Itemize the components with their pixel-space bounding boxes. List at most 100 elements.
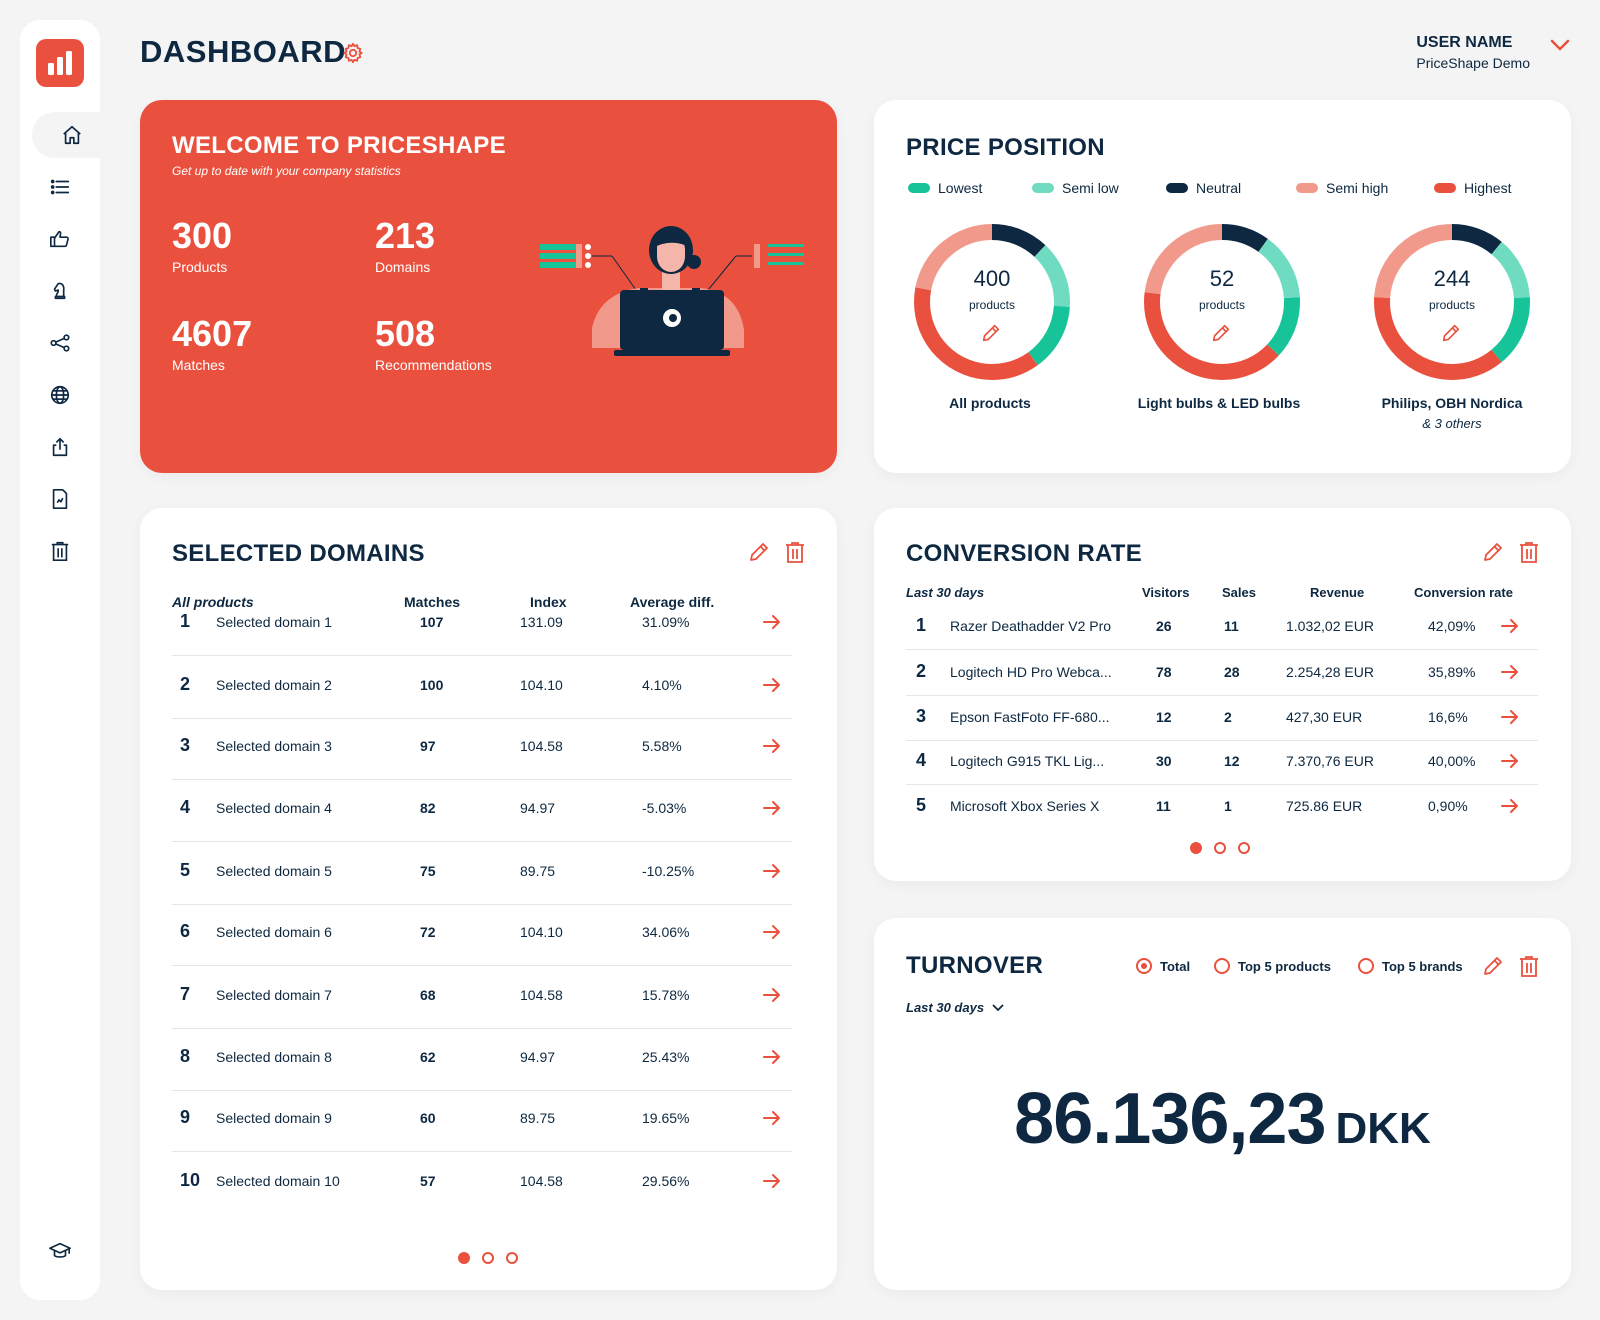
row-average-diff: -10.25% xyxy=(642,863,695,879)
page-dot-3[interactable] xyxy=(1238,842,1250,854)
table-row[interactable]: 3 Epson FastFoto FF-680... 12 2 427,30 EUR 16… xyxy=(906,695,1538,741)
pencil-icon[interactable] xyxy=(1440,322,1462,344)
row-revenue: 427,30 EUR xyxy=(1286,709,1363,725)
sidebar-item-trash[interactable] xyxy=(31,528,89,574)
sidebar-item-domains[interactable] xyxy=(31,372,89,418)
page-dot-2[interactable] xyxy=(1214,842,1226,854)
table-row[interactable]: 1 Razer Deathadder V2 Pro 26 11 1.032,02 EUR… xyxy=(906,604,1538,650)
page-dot-1[interactable] xyxy=(1190,842,1202,854)
gear-icon[interactable] xyxy=(342,42,364,64)
arrow-right-icon[interactable] xyxy=(762,798,782,818)
pencil-icon[interactable] xyxy=(1481,954,1505,978)
sidebar-item-list[interactable] xyxy=(31,164,89,210)
row-matches: 82 xyxy=(420,800,436,816)
arrow-right-icon[interactable] xyxy=(762,861,782,881)
table-row[interactable]: 8 Selected domain 8 62 94.97 25.43% xyxy=(172,1027,792,1091)
donut-light-bulbs[interactable]: 52 products xyxy=(1142,222,1302,382)
trash-icon[interactable] xyxy=(1517,954,1541,978)
arrow-right-icon[interactable] xyxy=(1500,751,1520,771)
table-row[interactable]: 7 Selected domain 7 68 104.58 15.78% xyxy=(172,965,792,1029)
sidebar-item-academy[interactable] xyxy=(31,1228,89,1274)
donut-all-products[interactable]: 400 products xyxy=(912,222,1072,382)
column-header-visitors[interactable]: Visitors xyxy=(1142,585,1190,600)
table-row[interactable]: 10 Selected domain 10 57 104.58 29.56% xyxy=(172,1151,792,1215)
donut-chart xyxy=(914,224,1070,380)
arrow-right-icon[interactable] xyxy=(762,675,782,695)
arrow-right-icon[interactable] xyxy=(762,1171,782,1191)
row-index: 131.09 xyxy=(520,614,563,630)
row-rank: 4 xyxy=(180,797,191,817)
app-logo[interactable] xyxy=(36,39,84,87)
row-product-name: Razer Deathadder V2 Pro xyxy=(950,618,1112,634)
column-header-scope[interactable]: All products xyxy=(172,594,254,610)
column-header-conversion-rate[interactable]: Conversion rate xyxy=(1414,585,1513,600)
row-average-diff: 29.56% xyxy=(642,1173,690,1189)
arrow-right-icon[interactable] xyxy=(1500,616,1520,636)
person-laptop-illustration xyxy=(540,226,804,356)
arrow-right-icon[interactable] xyxy=(1500,796,1520,816)
donut-brands[interactable]: 244 products xyxy=(1372,222,1532,382)
table-row[interactable]: 5 Selected domain 5 75 89.75 -10.25% xyxy=(172,841,792,905)
donut-label: Light bulbs & LED bulbs xyxy=(1137,395,1301,411)
arrow-right-icon[interactable] xyxy=(762,985,782,1005)
row-domain-name: Selected domain 1 xyxy=(216,614,332,630)
table-row[interactable]: 3 Selected domain 3 97 104.58 5.58% xyxy=(172,716,792,780)
table-row[interactable]: 4 Selected domain 4 82 94.97 -5.03% xyxy=(172,778,792,842)
table-row[interactable]: 4 Logitech G915 TKL Lig... 30 12 7.370,76 EU… xyxy=(906,739,1538,785)
arrow-right-icon[interactable] xyxy=(1500,707,1520,727)
sidebar-item-reports[interactable] xyxy=(31,476,89,522)
page-dot-2[interactable] xyxy=(482,1252,494,1264)
card-actions xyxy=(1481,540,1541,564)
sidebar-item-strategy[interactable] xyxy=(31,268,89,314)
arrow-right-icon[interactable] xyxy=(762,736,782,756)
row-sales: 11 xyxy=(1224,618,1239,634)
stat-label: Products xyxy=(172,259,228,275)
donut-value: 52 xyxy=(1209,266,1235,291)
radio-top-5-brands[interactable]: Top 5 brands xyxy=(1358,958,1463,974)
pencil-icon[interactable] xyxy=(1210,322,1232,344)
period-dropdown[interactable]: Last 30 days xyxy=(906,1000,1004,1015)
row-domain-name: Selected domain 3 xyxy=(216,738,332,754)
column-header-index[interactable]: Index xyxy=(530,594,567,610)
row-product-name: Logitech G915 TKL Lig... xyxy=(950,753,1105,769)
row-visitors: 11 xyxy=(1156,798,1171,814)
sidebar-item-recommendations[interactable] xyxy=(31,216,89,262)
column-header-average-diff[interactable]: Average diff. xyxy=(630,594,715,610)
column-header-sales[interactable]: Sales xyxy=(1222,585,1256,600)
pencil-icon[interactable] xyxy=(747,540,771,564)
chevron-down-icon[interactable] xyxy=(1550,38,1570,52)
arrow-right-icon[interactable] xyxy=(762,922,782,942)
column-header-revenue[interactable]: Revenue xyxy=(1310,585,1365,600)
radio-top-5-products[interactable]: Top 5 products xyxy=(1214,958,1331,974)
page-dot-3[interactable] xyxy=(506,1252,518,1264)
user-menu[interactable]: USER NAME PriceShape Demo xyxy=(1416,34,1530,71)
column-header-matches[interactable]: Matches xyxy=(404,594,461,610)
pencil-icon[interactable] xyxy=(1481,540,1505,564)
sidebar-item-export[interactable] xyxy=(31,424,89,470)
sidebar-item-matching[interactable] xyxy=(31,320,89,366)
arrow-right-icon[interactable] xyxy=(1500,662,1520,682)
sidebar-item-home[interactable] xyxy=(32,112,112,158)
home-icon xyxy=(63,125,81,145)
arrow-right-icon[interactable] xyxy=(762,612,782,632)
row-domain-name: Selected domain 8 xyxy=(216,1049,332,1065)
trash-icon[interactable] xyxy=(1517,540,1541,564)
column-header-period[interactable]: Last 30 days xyxy=(906,585,985,600)
radio-total[interactable]: Total xyxy=(1136,958,1190,974)
legend-highest: Highest xyxy=(1434,180,1511,196)
trash-icon[interactable] xyxy=(783,540,807,564)
table-row[interactable]: 5 Microsoft Xbox Series X 11 1 725.86 EUR 0,9… xyxy=(906,784,1538,830)
page-dot-1[interactable] xyxy=(458,1252,470,1264)
donut-segment xyxy=(914,224,1070,380)
row-revenue: 725.86 EUR xyxy=(1286,798,1363,814)
table-row[interactable]: 6 Selected domain 6 72 104.10 34.06% xyxy=(172,902,792,966)
table-row[interactable]: 2 Logitech HD Pro Webca... 78 28 2.254,28 EU… xyxy=(906,650,1538,696)
radio-label: Top 5 products xyxy=(1238,958,1331,974)
arrow-right-icon[interactable] xyxy=(762,1047,782,1067)
row-sales: 1 xyxy=(1224,798,1232,814)
table-row[interactable]: 1 Selected domain 1 107 131.09 31.09% xyxy=(172,592,792,656)
arrow-right-icon[interactable] xyxy=(762,1108,782,1128)
table-row[interactable]: 2 Selected domain 2 100 104.10 4.10% xyxy=(172,655,792,719)
table-row[interactable]: 9 Selected domain 9 60 89.75 19.65% xyxy=(172,1088,792,1152)
pencil-icon[interactable] xyxy=(980,322,1002,344)
